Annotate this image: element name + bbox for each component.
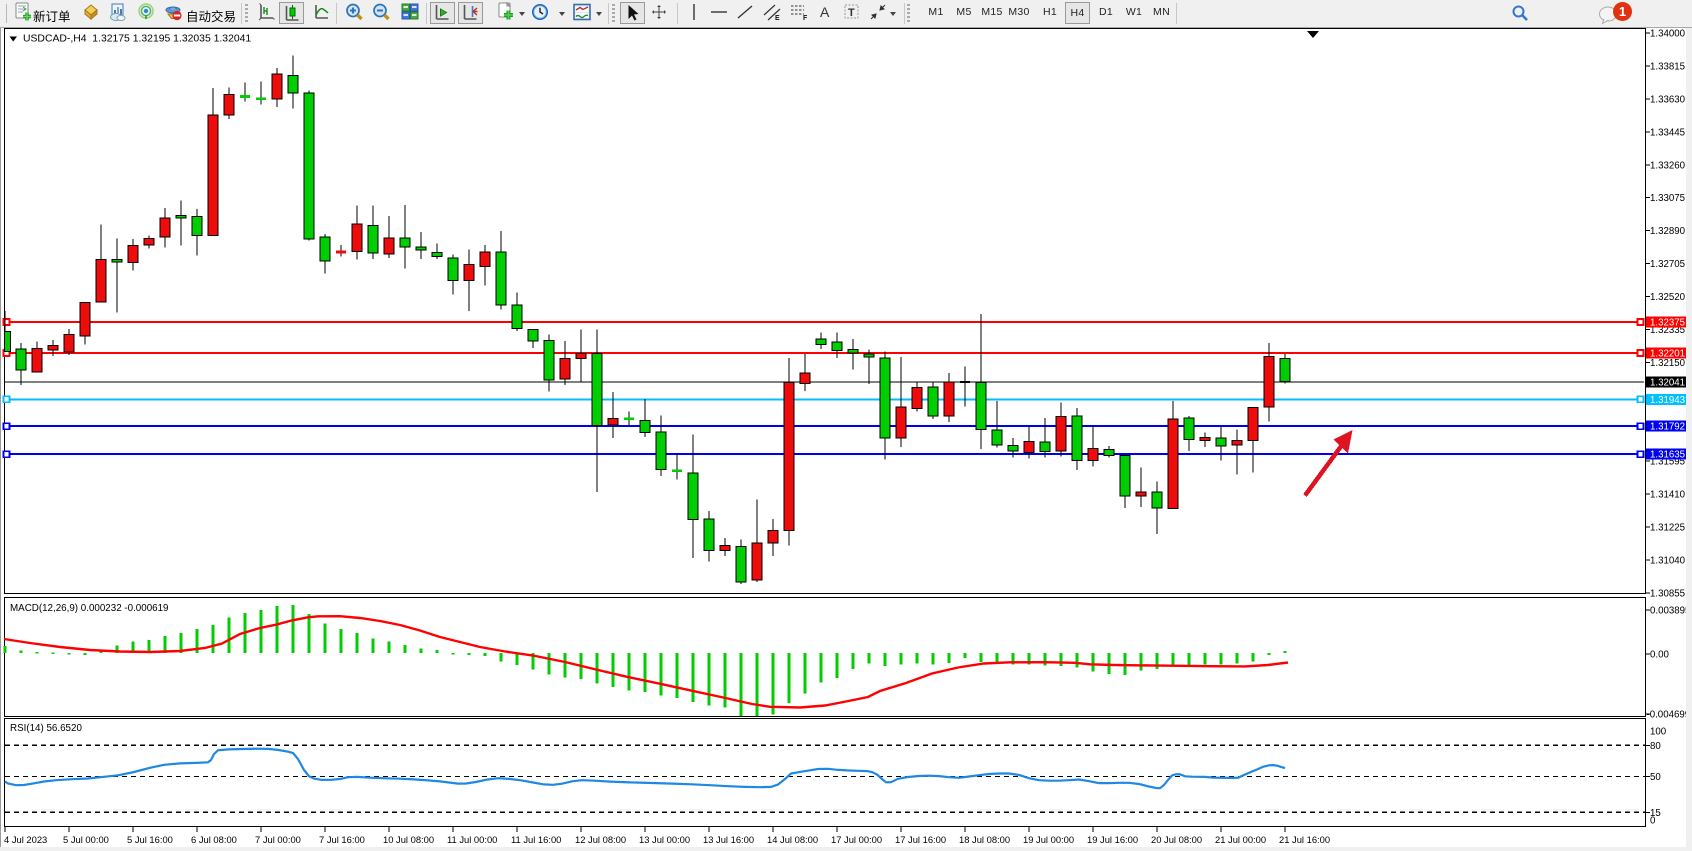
svg-text:1.32335: 1.32335 bbox=[1650, 325, 1685, 336]
svg-text:1.31410: 1.31410 bbox=[1650, 490, 1686, 501]
svg-text:1.33445: 1.33445 bbox=[1650, 128, 1685, 139]
svg-text:-0.004699: -0.004699 bbox=[1647, 710, 1691, 721]
svg-text:20 Jul 08:00: 20 Jul 08:00 bbox=[1151, 834, 1202, 845]
svg-text:12 Jul 08:00: 12 Jul 08:00 bbox=[575, 834, 626, 845]
svg-text:1.31595: 1.31595 bbox=[1650, 457, 1685, 468]
svg-text:1.31635: 1.31635 bbox=[1650, 450, 1685, 461]
svg-text:USDCAD-,H4 1.32175 1.32195 1.: USDCAD-,H4 1.32175 1.32195 1.32035 1.320… bbox=[23, 34, 251, 45]
svg-text:21 Jul 16:00: 21 Jul 16:00 bbox=[1279, 834, 1330, 845]
svg-text:1.33815: 1.33815 bbox=[1650, 62, 1685, 73]
svg-text:F: F bbox=[803, 15, 808, 22]
svg-text:6 Jul 08:00: 6 Jul 08:00 bbox=[191, 834, 237, 845]
svg-text:1.31792: 1.31792 bbox=[1650, 422, 1685, 433]
svg-text:1.32041: 1.32041 bbox=[1650, 377, 1685, 388]
svg-text:1.30855: 1.30855 bbox=[1650, 589, 1685, 600]
svg-text:1.32150: 1.32150 bbox=[1650, 358, 1686, 369]
svg-text:21 Jul 00:00: 21 Jul 00:00 bbox=[1215, 834, 1266, 845]
svg-text:1.31040: 1.31040 bbox=[1650, 556, 1686, 567]
svg-text:T: T bbox=[848, 7, 855, 19]
svg-text:11 Jul 00:00: 11 Jul 00:00 bbox=[447, 834, 497, 845]
svg-text:19 Jul 00:00: 19 Jul 00:00 bbox=[1023, 834, 1074, 845]
svg-text:1.33630: 1.33630 bbox=[1650, 95, 1686, 106]
svg-text:5 Jul 00:00: 5 Jul 00:00 bbox=[63, 834, 109, 845]
svg-text:1.32890: 1.32890 bbox=[1650, 226, 1686, 237]
svg-text:RSI(14) 56.6520: RSI(14) 56.6520 bbox=[10, 723, 82, 734]
svg-text:0.003895: 0.003895 bbox=[1650, 606, 1690, 617]
svg-text:7 Jul 00:00: 7 Jul 00:00 bbox=[255, 834, 301, 845]
svg-text:18 Jul 08:00: 18 Jul 08:00 bbox=[959, 834, 1010, 845]
svg-text:19 Jul 16:00: 19 Jul 16:00 bbox=[1087, 834, 1138, 845]
svg-text:100: 100 bbox=[1650, 727, 1667, 738]
svg-text:14 Jul 08:00: 14 Jul 08:00 bbox=[767, 834, 818, 845]
svg-text:13 Jul 00:00: 13 Jul 00:00 bbox=[639, 834, 690, 845]
svg-text:10 Jul 08:00: 10 Jul 08:00 bbox=[383, 834, 434, 845]
svg-text:1.31943: 1.31943 bbox=[1650, 395, 1685, 406]
svg-text:E: E bbox=[775, 15, 780, 22]
svg-text:1.34000: 1.34000 bbox=[1650, 29, 1686, 40]
svg-text:80: 80 bbox=[1650, 741, 1661, 752]
svg-text:15: 15 bbox=[1650, 808, 1661, 819]
svg-text:11 Jul 16:00: 11 Jul 16:00 bbox=[511, 834, 561, 845]
svg-text:0.00: 0.00 bbox=[1650, 650, 1669, 661]
svg-text:5 Jul 16:00: 5 Jul 16:00 bbox=[127, 834, 173, 845]
svg-text:1.31225: 1.31225 bbox=[1650, 523, 1685, 534]
svg-text:13 Jul 16:00: 13 Jul 16:00 bbox=[703, 834, 754, 845]
svg-text:17 Jul 16:00: 17 Jul 16:00 bbox=[895, 834, 946, 845]
svg-text:MACD(12,26,9) 0.000232 -0.0006: MACD(12,26,9) 0.000232 -0.000619 bbox=[10, 603, 169, 614]
svg-text:A: A bbox=[820, 4, 830, 20]
svg-text:1.32520: 1.32520 bbox=[1650, 292, 1686, 303]
svg-text:0: 0 bbox=[1650, 816, 1656, 827]
svg-text:1.32375: 1.32375 bbox=[1650, 318, 1685, 329]
svg-text:4 Jul 2023: 4 Jul 2023 bbox=[4, 834, 47, 845]
svg-text:1.33260: 1.33260 bbox=[1650, 161, 1686, 172]
svg-text:1.32705: 1.32705 bbox=[1650, 259, 1685, 270]
svg-text:7 Jul 16:00: 7 Jul 16:00 bbox=[319, 834, 365, 845]
svg-text:50: 50 bbox=[1650, 772, 1661, 783]
svg-text:1.32201: 1.32201 bbox=[1650, 349, 1685, 360]
svg-text:17 Jul 00:00: 17 Jul 00:00 bbox=[831, 834, 882, 845]
svg-text:1.33075: 1.33075 bbox=[1650, 193, 1685, 204]
